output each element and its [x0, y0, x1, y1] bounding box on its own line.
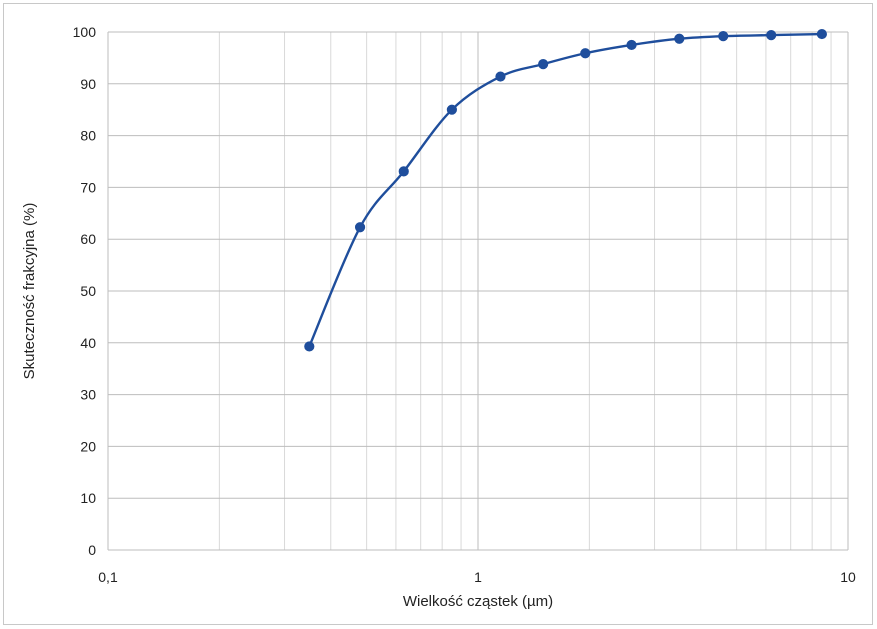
data-point: [674, 33, 685, 44]
y-tick-label: 20: [80, 438, 96, 454]
fractional-efficiency-chart: 0 10 20 30 40 50 60 70 80 90 100 0,1 1 10 Wielkość c…: [21, 24, 856, 610]
series-line: [308, 32, 822, 347]
data-point: [626, 39, 637, 51]
chart-frame: 0 10 20 30 40 50 60 70 80 90 100 0,1 1 10 Wielkość c…: [3, 3, 873, 625]
data-point: [538, 59, 549, 70]
data-point: [580, 48, 591, 59]
y-tick-label: 90: [80, 76, 96, 92]
y-axis-title: Skuteczność frakcyjna (%): [21, 203, 38, 380]
data-point: [816, 28, 827, 40]
y-tick-label: 10: [80, 490, 96, 506]
grid: [107, 31, 849, 551]
y-tick-label: 30: [80, 387, 96, 403]
data-point: [354, 222, 366, 233]
x-tick-label: 10: [840, 569, 856, 585]
x-axis-ticks: 0,1 1 10: [98, 569, 856, 585]
data-point: [718, 31, 729, 42]
y-tick-label: 100: [73, 24, 97, 40]
data-point: [446, 104, 457, 115]
y-tick-label: 50: [80, 283, 96, 299]
data-point: [398, 166, 409, 177]
data-point: [304, 341, 315, 352]
y-tick-label: 70: [80, 179, 96, 195]
data-point: [495, 71, 506, 82]
y-tick-label: 60: [80, 231, 96, 247]
x-tick-label: 0,1: [98, 569, 118, 585]
y-tick-label: 80: [80, 128, 96, 144]
y-axis-ticks: 0 10 20 30 40 50 60 70 80 90 100: [73, 24, 97, 558]
x-axis-title: Wielkość cząstek (µm): [403, 593, 553, 610]
series-group: [304, 28, 827, 352]
y-tick-label: 40: [80, 335, 96, 351]
data-point: [766, 30, 777, 41]
y-tick-label: 0: [88, 542, 96, 558]
x-tick-label: 1: [474, 569, 482, 585]
